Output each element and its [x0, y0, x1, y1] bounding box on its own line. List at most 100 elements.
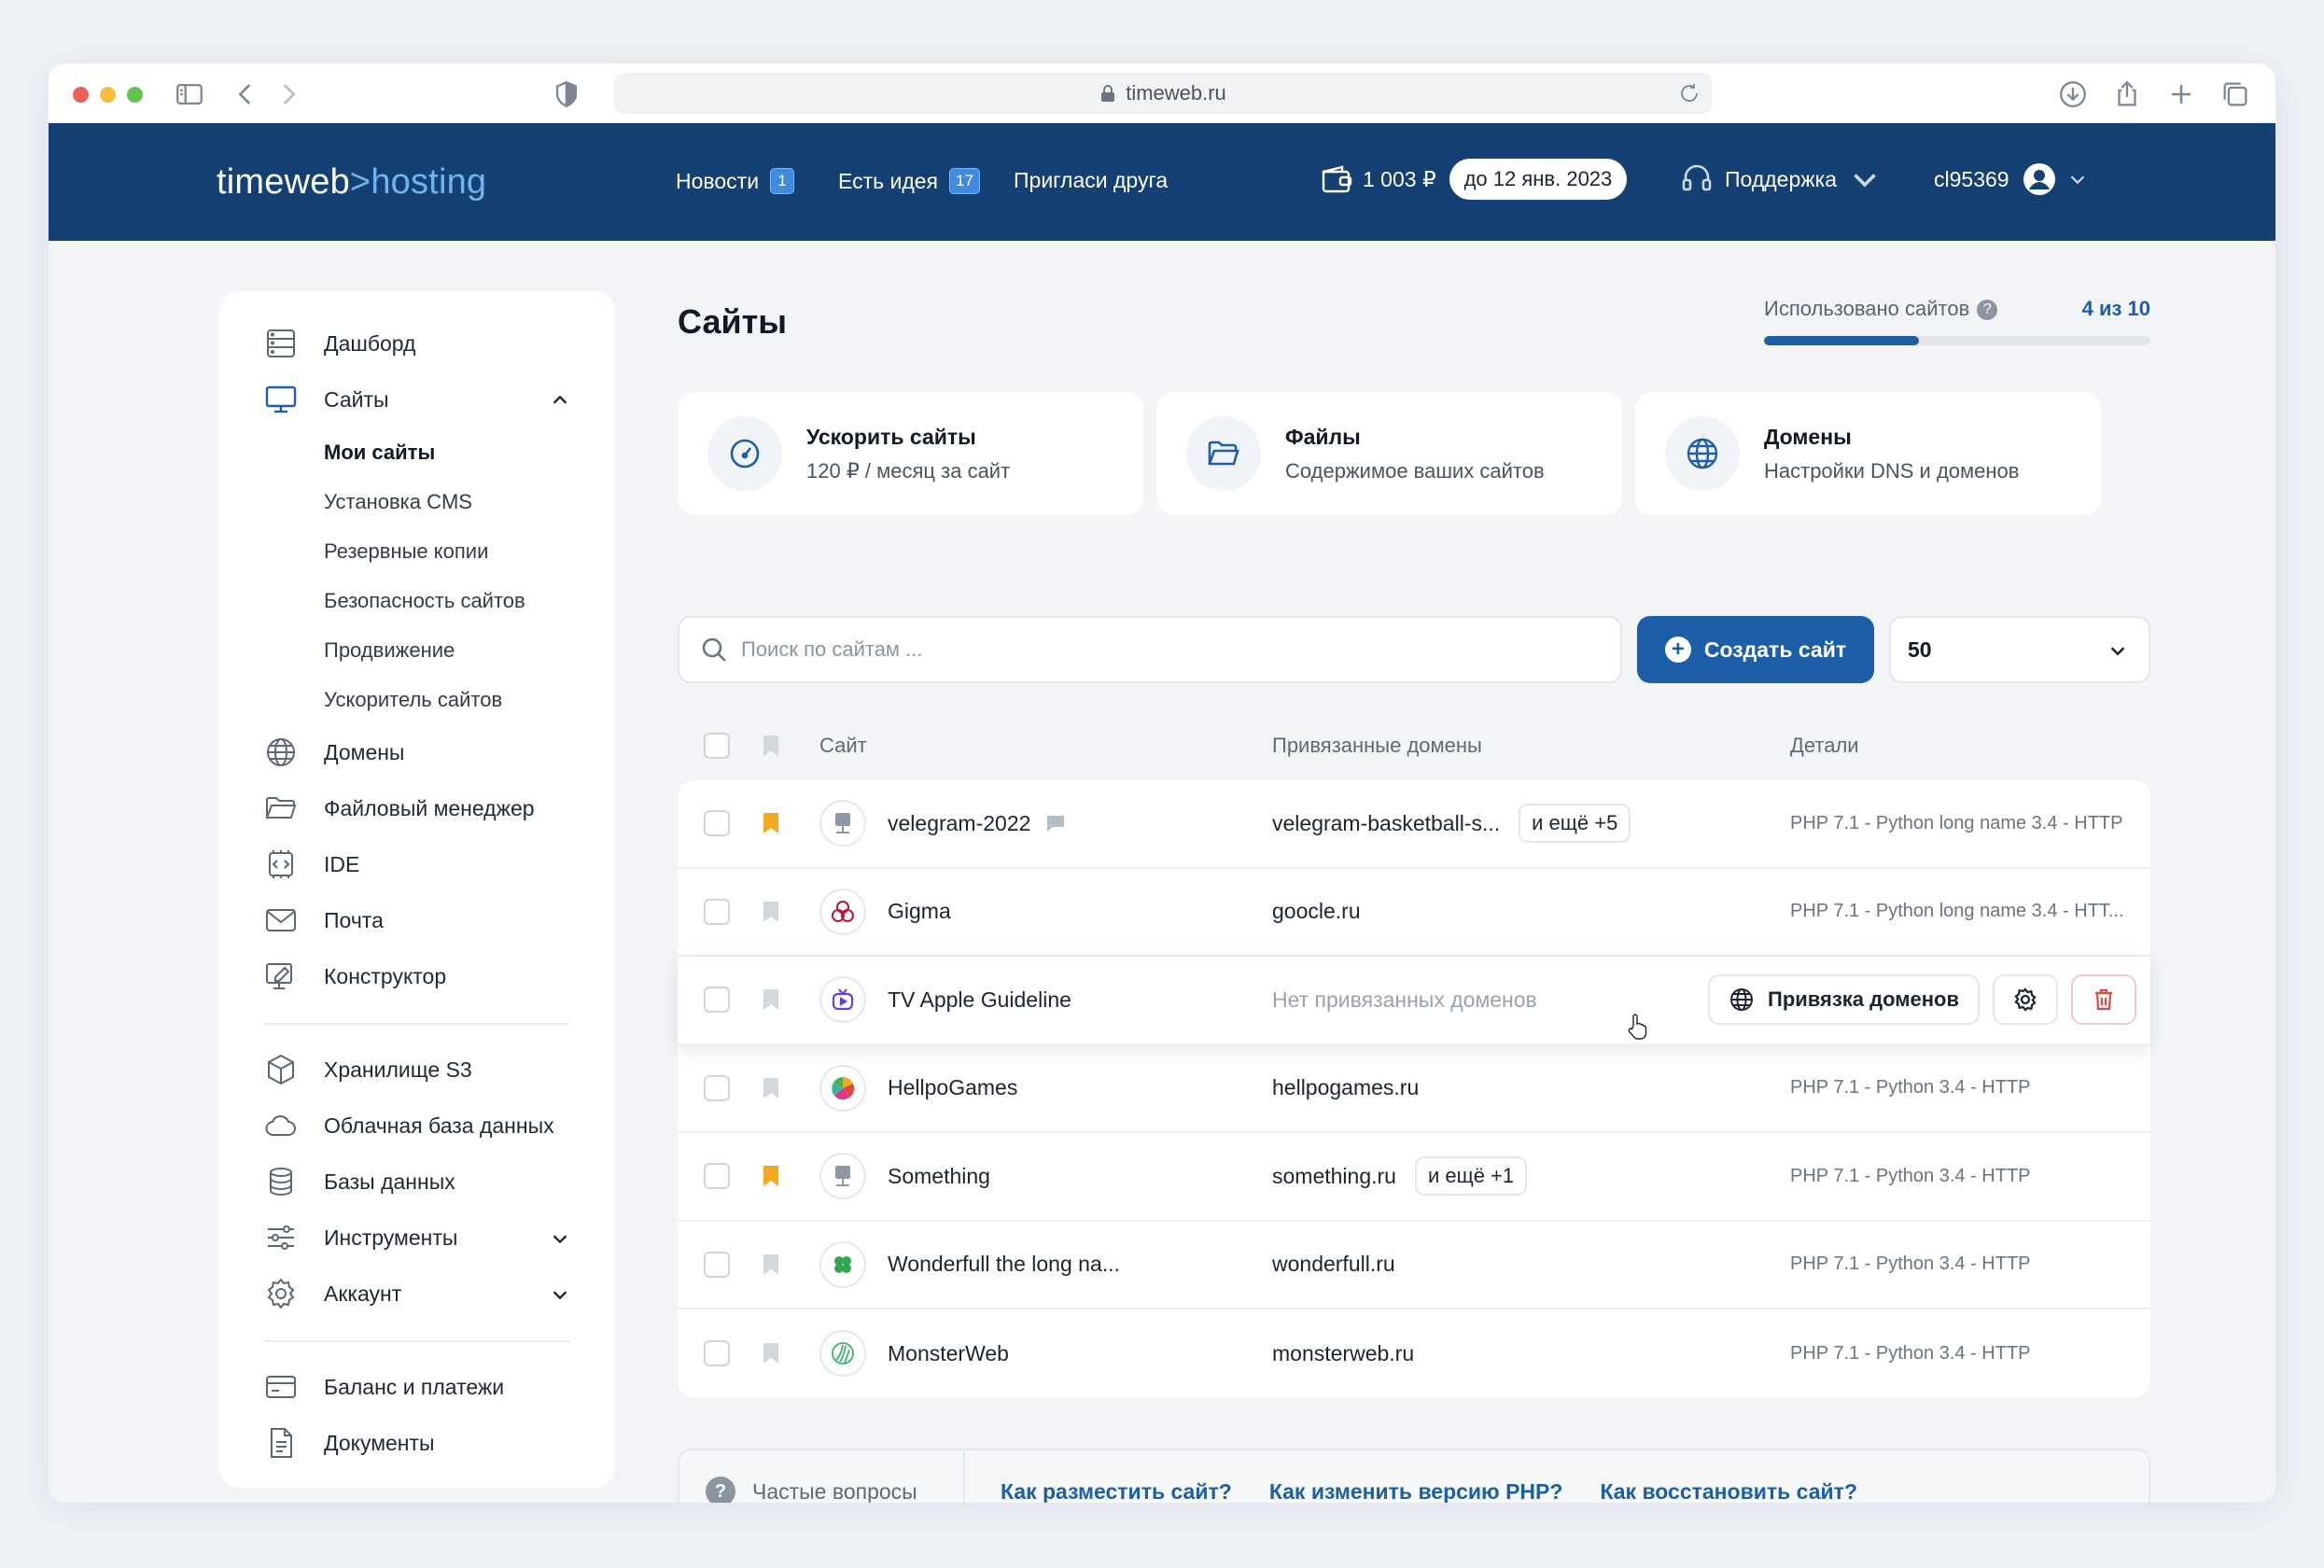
sidebar-subitem-my-sites[interactable]: Мои сайты — [324, 440, 436, 464]
tabs-overview-icon[interactable] — [2219, 78, 2251, 110]
share-icon[interactable] — [2111, 78, 2143, 110]
row-checkbox[interactable] — [704, 1074, 730, 1101]
bookmark-icon[interactable] — [762, 811, 780, 835]
bookmark-icon[interactable] — [762, 1253, 780, 1277]
column-site[interactable]: Сайт — [819, 734, 867, 757]
bookmark-icon[interactable] — [762, 1164, 780, 1188]
faq-link-restore-site[interactable]: Как восстановить сайт? — [1600, 1478, 1857, 1504]
bookmark-icon[interactable] — [762, 1341, 780, 1365]
sidebar-toggle-icon[interactable] — [174, 78, 205, 110]
balance-widget[interactable]: 1 003 ₽ до 12 янв. 2023 — [1320, 159, 1628, 200]
support-menu[interactable]: Поддержка — [1680, 162, 1893, 196]
user-menu[interactable]: cl95369 — [1934, 162, 2088, 196]
faq-link-php-version[interactable]: Как изменить версию PHP? — [1268, 1478, 1563, 1504]
table-row[interactable]: Gigma goocle.ru PHP 7.1 - Python long na… — [678, 869, 2150, 957]
sidebar-item-sites[interactable]: Сайты — [219, 371, 615, 427]
more-domains-badge[interactable]: и ещё +1 — [1414, 1156, 1528, 1197]
settings-button[interactable] — [1993, 974, 2059, 1026]
bookmark-icon[interactable] — [762, 734, 780, 758]
logo[interactable]: timeweb>hosting — [217, 162, 487, 202]
sidebar-item-builder[interactable]: Конструктор — [219, 948, 615, 1004]
card-domains[interactable]: Домены Настройки DNS и доменов — [1635, 392, 2101, 515]
table-row[interactable]: TV Apple Guideline Нет привязанных домен… — [678, 957, 2150, 1045]
sidebar-item-cloud-db[interactable]: Облачная база данных — [219, 1098, 615, 1154]
sidebar-subitem-backups[interactable]: Резервные копии — [324, 539, 489, 563]
faq-link-host-site[interactable]: Как разместить сайт? — [1001, 1478, 1232, 1504]
column-details[interactable]: Детали — [1790, 734, 1859, 757]
minimize-window-button[interactable] — [100, 87, 116, 103]
sidebar-item-file-manager[interactable]: Файловый менеджер — [219, 780, 615, 836]
site-domain[interactable]: monsterweb.ru — [1272, 1340, 1415, 1365]
nav-invite-link[interactable]: Пригласи друга — [1014, 168, 1169, 192]
site-name[interactable]: Wonderfull the long na... — [888, 1252, 1120, 1277]
table-row[interactable]: velegram-2022 velegram-basketball-s... и … — [678, 780, 2150, 869]
site-domain[interactable]: hellpogames.ru — [1272, 1075, 1420, 1100]
nav-news-link[interactable]: Новости 1 — [676, 168, 795, 194]
select-all-checkbox[interactable] — [704, 733, 730, 759]
site-name[interactable]: Something — [888, 1163, 990, 1188]
create-site-button[interactable]: + Создать сайт — [1637, 616, 1874, 683]
site-domain[interactable]: something.ru — [1272, 1163, 1396, 1188]
bookmark-icon[interactable] — [762, 900, 780, 924]
sidebar-item-domains[interactable]: Домены — [219, 724, 615, 780]
help-icon[interactable]: ? — [1977, 300, 1998, 321]
card-files[interactable]: Файлы Содержимое ваших сайтов — [1156, 392, 1622, 515]
sidebar-subitem-promotion[interactable]: Продвижение — [324, 637, 455, 662]
bookmark-icon[interactable] — [762, 1076, 780, 1100]
site-domain[interactable]: velegram-basketball-s... — [1272, 810, 1501, 835]
delete-button[interactable] — [2071, 974, 2137, 1026]
per-page-select[interactable]: 50 — [1889, 616, 2150, 683]
reload-icon[interactable] — [1678, 82, 1701, 105]
shield-icon[interactable] — [551, 78, 582, 110]
back-icon[interactable] — [230, 78, 261, 110]
browser-toolbar: timeweb.ru — [49, 63, 2275, 123]
site-domain[interactable]: wonderfull.ru — [1272, 1252, 1395, 1277]
row-checkbox[interactable] — [704, 1251, 730, 1278]
sidebar-subitem-accelerator[interactable]: Ускоритель сайтов — [324, 687, 503, 711]
sidebar-item-databases[interactable]: Базы данных — [219, 1154, 615, 1210]
row-checkbox[interactable] — [704, 987, 730, 1014]
row-checkbox[interactable] — [704, 1340, 730, 1367]
sidebar-item-documents[interactable]: Документы — [219, 1415, 615, 1471]
card-accelerate[interactable]: Ускорить сайты 120 ₽ / месяц за сайт — [678, 392, 1143, 515]
new-tab-icon[interactable] — [2165, 78, 2197, 110]
sidebar-item-tools[interactable]: Инструменты — [219, 1210, 615, 1266]
sidebar-item-s3[interactable]: Хранилище S3 — [219, 1042, 615, 1098]
chevron-down-icon[interactable] — [550, 1228, 570, 1249]
forward-icon[interactable] — [273, 78, 304, 110]
sidebar-item-ide[interactable]: IDE — [219, 836, 615, 892]
row-checkbox[interactable] — [704, 898, 730, 925]
column-domains[interactable]: Привязанные домены — [1272, 734, 1482, 757]
row-checkbox[interactable] — [704, 1163, 730, 1190]
table-row[interactable]: Wonderfull the long na... wonderfull.ru … — [678, 1222, 2150, 1309]
table-row[interactable]: MonsterWeb monsterweb.ru PHP 7.1 - Pytho… — [678, 1309, 2150, 1398]
site-name[interactable]: TV Apple Guideline — [888, 987, 1071, 1012]
chevron-up-icon[interactable] — [550, 390, 570, 411]
chevron-down-icon[interactable] — [550, 1284, 570, 1305]
sidebar-subitem-security[interactable]: Безопасность сайтов — [324, 588, 525, 612]
search-input[interactable] — [741, 637, 1581, 662]
site-name[interactable]: MonsterWeb — [888, 1340, 1009, 1365]
close-window-button[interactable] — [73, 87, 89, 103]
search-box[interactable] — [678, 616, 1622, 683]
sidebar-item-account[interactable]: Аккаунт — [219, 1266, 615, 1322]
nav-idea-link[interactable]: Есть идея 17 — [838, 168, 980, 194]
address-bar[interactable]: timeweb.ru — [614, 73, 1712, 114]
bind-domains-button[interactable]: Привязка доменов — [1708, 974, 1981, 1026]
maximize-window-button[interactable] — [127, 87, 143, 103]
site-name[interactable]: velegram-2022 — [888, 810, 1031, 835]
sidebar-subitem-cms[interactable]: Установка CMS — [324, 489, 472, 513]
sidebar-item-mail[interactable]: Почта — [219, 892, 615, 948]
table-row[interactable]: HellpoGames hellpogames.ru PHP 7.1 - Pyt… — [678, 1045, 2150, 1133]
site-name[interactable]: Gigma — [888, 899, 951, 924]
sidebar-item-balance[interactable]: Баланс и платежи — [219, 1359, 615, 1415]
row-checkbox[interactable] — [704, 810, 730, 837]
site-domain[interactable]: goocle.ru — [1272, 899, 1361, 924]
table-row[interactable]: Something something.ru и ещё +1 PHP 7.1 -… — [678, 1133, 2150, 1222]
sidebar-item-dashboard[interactable]: Дашборд — [219, 315, 615, 371]
download-icon[interactable] — [2057, 78, 2089, 110]
comment-icon[interactable] — [1045, 814, 1066, 833]
bookmark-icon[interactable] — [762, 987, 780, 1012]
site-name[interactable]: HellpoGames — [888, 1075, 1018, 1100]
more-domains-badge[interactable]: и ещё +5 — [1519, 804, 1631, 844]
